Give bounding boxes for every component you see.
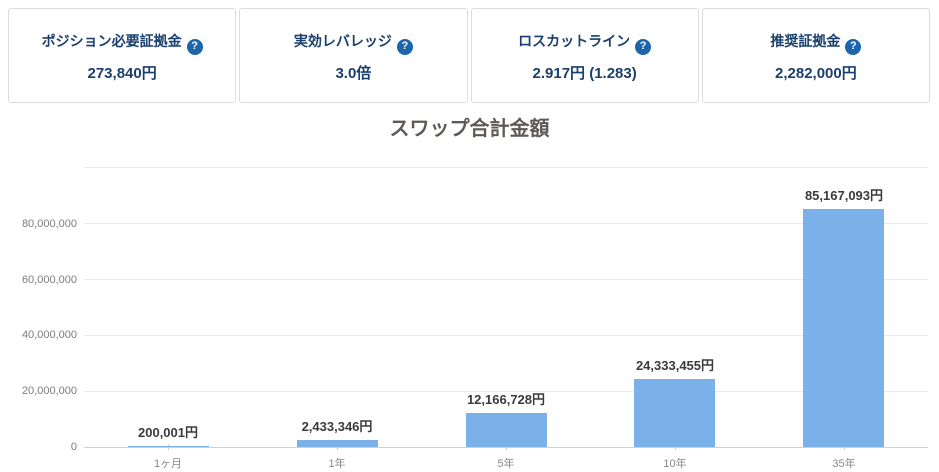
y-axis-tick-label: 0 xyxy=(70,441,77,453)
x-axis-category-label: 1ヶ月 xyxy=(153,458,183,470)
help-icon[interactable]: ? xyxy=(635,38,652,55)
card-label: 実効レバレッジ xyxy=(293,33,392,49)
gridline xyxy=(84,390,928,392)
card-effective-leverage: 実効レバレッジ? 3.0倍 xyxy=(239,8,468,103)
x-axis-tick xyxy=(506,444,507,450)
bar-5年[interactable] xyxy=(466,413,547,447)
card-recommended-margin: 推奨証拠金? 2,282,000円 xyxy=(701,8,930,103)
x-axis-tick xyxy=(168,444,169,450)
card-losscut-line: ロスカットライン? 2.917円 (1.283) xyxy=(470,8,699,103)
card-value: 273,840円 xyxy=(87,64,157,82)
x-axis-tick xyxy=(675,444,676,450)
bar-value-label: 85,167,093円 xyxy=(804,188,884,203)
bar-35年[interactable] xyxy=(803,209,884,447)
card-value: 2.917円 (1.283) xyxy=(532,64,637,82)
bar-10年[interactable] xyxy=(634,379,715,447)
help-icon[interactable]: ? xyxy=(186,38,203,55)
chart-title: スワップ合計金額 xyxy=(389,118,550,140)
swap-total-chart: スワップ合計金額 0 20,000,000 40,000,000 60,000,000… xyxy=(0,116,939,470)
gridline xyxy=(84,279,928,281)
y-axis-tick-label: 80,000,000 xyxy=(21,217,77,230)
summary-cards: ポジション必要証拠金? 273,840円 実効レバレッジ? 3.0倍 ロスカット… xyxy=(0,0,939,103)
x-axis-category-label: 35年 xyxy=(832,458,856,470)
card-label: ポジション必要証拠金 xyxy=(41,33,182,49)
x-axis-category-label: 5年 xyxy=(497,458,515,470)
x-axis-tick xyxy=(337,444,338,450)
bar-value-label: 2,433,346円 xyxy=(301,419,373,434)
card-position-required-margin: ポジション必要証拠金? 273,840円 xyxy=(8,8,237,103)
bar-1年[interactable] xyxy=(297,440,378,447)
help-icon[interactable]: ? xyxy=(396,38,413,55)
bar-value-label: 24,333,455円 xyxy=(635,358,715,373)
bar-1ヶ月[interactable] xyxy=(128,446,209,447)
card-label: ロスカットライン xyxy=(518,33,631,49)
card-label: 推奨証拠金 xyxy=(770,33,841,49)
x-axis-tick xyxy=(844,444,845,450)
gridline xyxy=(84,334,928,336)
gridline xyxy=(84,223,928,225)
x-axis-category-label: 10年 xyxy=(663,458,687,470)
bar-value-label: 200,001円 xyxy=(138,425,198,440)
card-value: 2,282,000円 xyxy=(775,64,857,82)
y-axis-tick-label: 20,000,000 xyxy=(21,385,77,398)
y-axis-tick-label: 40,000,000 xyxy=(21,329,77,342)
y-axis-tick-label: 60,000,000 xyxy=(21,273,77,286)
bar-value-label: 12,166,728円 xyxy=(466,392,546,407)
card-value: 3.0倍 xyxy=(335,64,372,82)
chart-plot: 0 20,000,000 40,000,000 60,000,000 80,000,00… xyxy=(22,167,928,470)
help-icon[interactable]: ? xyxy=(845,38,862,55)
x-axis-category-label: 1年 xyxy=(328,458,346,470)
